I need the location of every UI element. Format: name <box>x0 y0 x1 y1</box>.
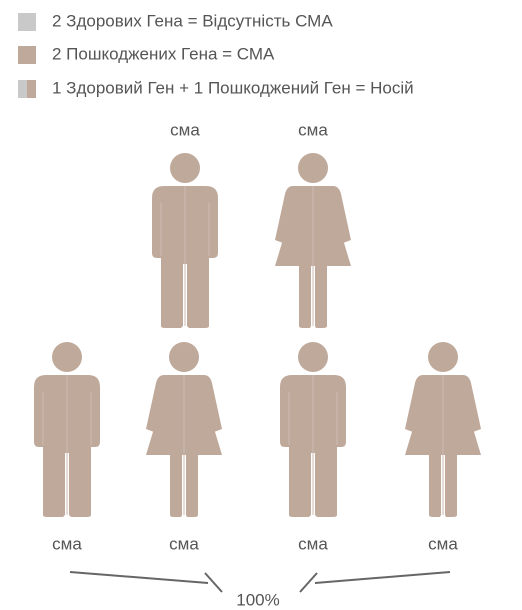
probability-label: 100% <box>236 590 279 609</box>
daughter-figure <box>145 341 223 518</box>
connector <box>299 572 318 593</box>
daughter-figure <box>404 341 482 518</box>
parents: сма сма <box>151 120 352 329</box>
connector <box>314 571 451 584</box>
parent-label: сма <box>170 120 200 139</box>
legend: 2 Здорових Гена = Відсутність СМА 2 Пошк… <box>18 11 414 98</box>
connector <box>69 571 209 584</box>
legend-label: 1 Здоровий Ген + 1 Пошкоджений Ген = Нос… <box>52 78 414 97</box>
son-figure <box>33 341 101 518</box>
legend-swatch <box>18 46 36 64</box>
father-figure <box>151 152 219 329</box>
parent-label: сма <box>298 120 328 139</box>
legend-swatch <box>18 80 27 98</box>
mother-figure <box>274 152 352 329</box>
legend-label: 2 Здорових Гена = Відсутність СМА <box>52 11 333 30</box>
legend-swatch <box>27 80 36 98</box>
probability-connectors: 100% <box>69 571 451 609</box>
son-figure <box>279 341 347 518</box>
child-label: сма <box>52 534 82 553</box>
child-label: сма <box>298 534 328 553</box>
child-label: сма <box>169 534 199 553</box>
connector <box>204 572 223 593</box>
legend-swatch <box>18 13 36 31</box>
legend-label: 2 Пошкоджених Гена = СМА <box>52 44 275 63</box>
child-label: сма <box>428 534 458 553</box>
children: сма сма сма сма <box>33 341 482 553</box>
